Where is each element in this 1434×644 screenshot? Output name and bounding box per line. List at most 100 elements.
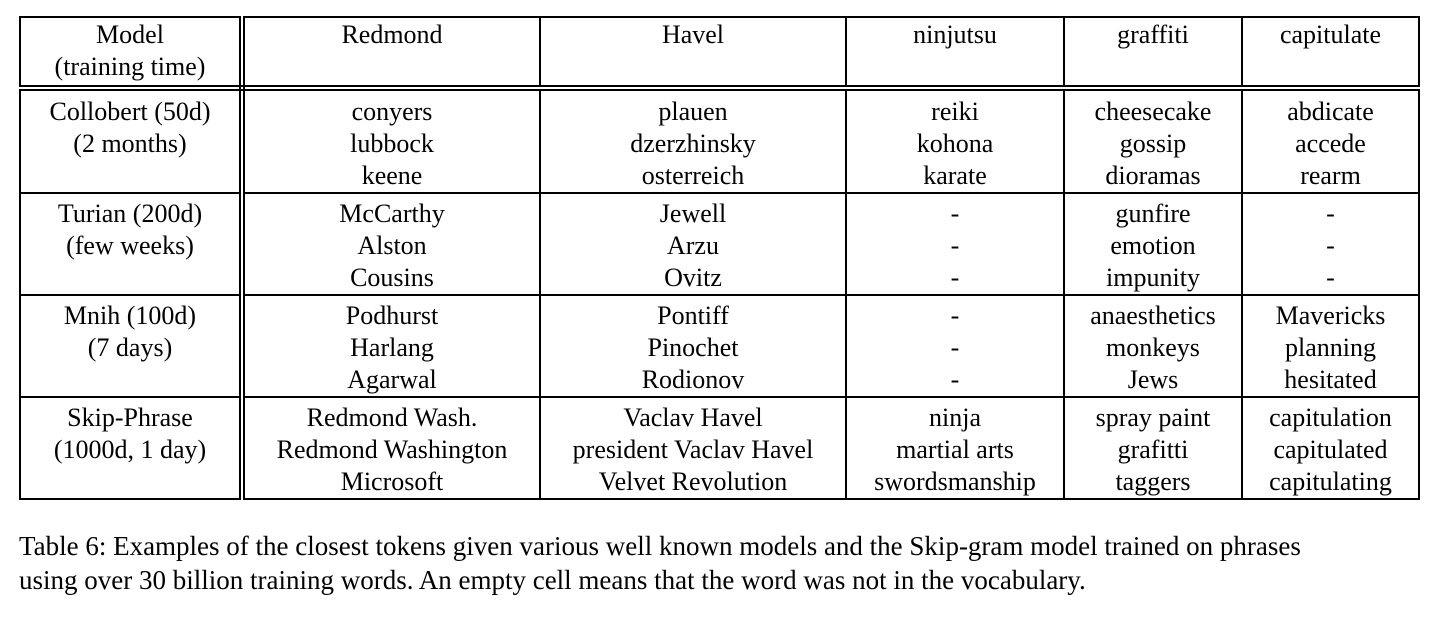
table-row: Skip-Phrase (1000d, 1 day) Redmond Wash. Re… bbox=[19, 397, 1420, 500]
cell-line: ninja bbox=[929, 403, 981, 432]
cell-line: Rodionov bbox=[641, 365, 745, 394]
cell-line: Alston bbox=[357, 231, 427, 260]
row-3-capitulate-cell: capitulation capitulated capitulating bbox=[1242, 397, 1420, 500]
cell-line: dioramas bbox=[1105, 161, 1201, 190]
row-0-capitulate-cell: abdicate accede rearm bbox=[1242, 88, 1420, 194]
cell-line: Jewell bbox=[659, 199, 727, 228]
cell-line: - bbox=[950, 365, 960, 394]
cell-line: dzerzhinsky bbox=[630, 129, 756, 158]
cell-line: osterreich bbox=[641, 161, 745, 190]
cell-line: Ovitz bbox=[664, 263, 722, 292]
cell-line: (few weeks) bbox=[66, 231, 194, 260]
cell-line: McCarthy bbox=[339, 199, 445, 228]
row-2-graffiti-cell: anaesthetics monkeys Jews bbox=[1064, 295, 1243, 398]
header-capitulate: capitulate bbox=[1242, 16, 1420, 91]
cell-line: Skip-Phrase bbox=[67, 403, 193, 432]
cell-line: cheesecake bbox=[1094, 97, 1212, 126]
cell-line: graffiti bbox=[1117, 20, 1189, 49]
row-3-graffiti-cell: spray paint grafitti taggers bbox=[1064, 397, 1243, 500]
header-model: Model (training time) bbox=[19, 16, 245, 91]
cell-line: gossip bbox=[1119, 129, 1187, 158]
table-caption: Table 6: Examples of the closest tokens … bbox=[19, 531, 1301, 595]
cell-line: keene bbox=[361, 161, 423, 190]
cell-line: - bbox=[1326, 231, 1335, 260]
row-2-havel-cell: Pontiff Pinochet Rodionov bbox=[540, 295, 847, 398]
cell-line: capitulated bbox=[1273, 435, 1388, 464]
cell-line: rearm bbox=[1300, 161, 1361, 190]
cell-line: accede bbox=[1295, 129, 1366, 158]
cell-line: - bbox=[950, 263, 960, 292]
cell-line: - bbox=[950, 333, 960, 362]
cell-line: Harlang bbox=[350, 333, 434, 362]
row-3-model-cell: Skip-Phrase (1000d, 1 day) bbox=[19, 397, 245, 500]
cell-line: (training time) bbox=[54, 52, 206, 81]
row-1-graffiti-cell: gunfire emotion impunity bbox=[1064, 193, 1243, 296]
row-1-havel-cell: Jewell Arzu Ovitz bbox=[540, 193, 847, 296]
cell-line: (7 days) bbox=[87, 333, 173, 362]
cell-line: Pinochet bbox=[647, 333, 739, 362]
cell-line: swordsmanship bbox=[874, 467, 1036, 496]
cell-line: - bbox=[950, 301, 960, 330]
row-1-model-cell: Turian (200d) (few weeks) bbox=[19, 193, 245, 296]
row-1-ninjutsu-cell: - - - bbox=[846, 193, 1065, 296]
row-0-redmond-cell: conyers lubbock keene bbox=[242, 88, 541, 194]
cell-line: Microsoft bbox=[340, 467, 444, 496]
row-2-capitulate-cell: Mavericks planning hesitated bbox=[1242, 295, 1420, 398]
cell-line: conyers bbox=[351, 97, 433, 126]
cell-line: president Vaclav Havel bbox=[572, 435, 814, 464]
cell-line: Havel bbox=[661, 20, 725, 49]
cell-line: capitulating bbox=[1269, 467, 1392, 496]
row-3-redmond-cell: Redmond Wash. Redmond Washington Microsoft bbox=[242, 397, 541, 500]
row-1-capitulate-cell: - - - bbox=[1242, 193, 1420, 296]
cell-line: Agarwal bbox=[347, 365, 437, 394]
row-2-model-cell: Mnih (100d) (7 days) bbox=[19, 295, 245, 398]
cell-line: spray paint bbox=[1095, 403, 1211, 432]
row-2-redmond-cell: Podhurst Harlang Agarwal bbox=[242, 295, 541, 398]
cell-line: emotion bbox=[1110, 231, 1196, 260]
row-2-ninjutsu-cell: - - - bbox=[846, 295, 1065, 398]
row-0-graffiti-cell: cheesecake gossip dioramas bbox=[1064, 88, 1243, 194]
row-3-ninjutsu-cell: ninja martial arts swordsmanship bbox=[846, 397, 1065, 500]
table-row: Turian (200d) (few weeks) McCarthy Alston Co… bbox=[19, 193, 1420, 296]
header-ninjutsu: ninjutsu bbox=[846, 16, 1065, 91]
cell-line: Cousins bbox=[350, 263, 434, 292]
cell-line: planning bbox=[1285, 333, 1376, 362]
cell-line: monkeys bbox=[1106, 333, 1200, 362]
row-0-havel-cell: plauen dzerzhinsky osterreich bbox=[540, 88, 847, 194]
cell-line: Turian (200d) bbox=[57, 199, 203, 228]
table-row: Mnih (100d) (7 days) Podhurst Harlang Agarwa… bbox=[19, 295, 1420, 398]
cell-line: capitulation bbox=[1269, 403, 1392, 432]
cell-line: Redmond bbox=[341, 20, 443, 49]
cell-line: - bbox=[950, 231, 960, 260]
table-row: Collobert (50d) (2 months) conyers lubbock k… bbox=[19, 88, 1420, 194]
closest-tokens-table: Model (training time) Redmond Havel ninjutsu… bbox=[19, 16, 1420, 500]
cell-line: abdicate bbox=[1287, 97, 1374, 126]
row-0-model-cell: Collobert (50d) (2 months) bbox=[19, 88, 245, 194]
cell-line: reiki bbox=[931, 97, 979, 126]
cell-line: grafitti bbox=[1117, 435, 1189, 464]
cell-line: Model bbox=[96, 20, 164, 49]
cell-line: - bbox=[1326, 263, 1335, 292]
cell-line: Redmond Wash. bbox=[306, 403, 478, 432]
cell-line: gunfire bbox=[1115, 199, 1191, 228]
cell-line: martial arts bbox=[896, 435, 1014, 464]
cell-line: ninjutsu bbox=[913, 20, 997, 49]
cell-line: Mavericks bbox=[1275, 301, 1386, 330]
cell-line: - bbox=[1326, 199, 1335, 228]
cell-line: Vaclav Havel bbox=[623, 403, 763, 432]
cell-line: (1000d, 1 day) bbox=[53, 435, 207, 464]
cell-line: capitulate bbox=[1279, 20, 1382, 49]
cell-line: Pontiff bbox=[657, 301, 729, 330]
cell-line: taggers bbox=[1115, 467, 1191, 496]
cell-line: impunity bbox=[1106, 263, 1200, 292]
cell-line: plauen bbox=[658, 97, 728, 126]
header-row: Model (training time) Redmond Havel ninjutsu… bbox=[19, 16, 1420, 91]
cell-line: karate bbox=[923, 161, 987, 190]
cell-line: hesitated bbox=[1284, 365, 1377, 394]
row-3-havel-cell: Vaclav Havel president Vaclav Havel Velvet… bbox=[540, 397, 847, 500]
cell-line: kohona bbox=[916, 129, 994, 158]
header-havel: Havel bbox=[540, 16, 847, 91]
cell-line: (2 months) bbox=[73, 129, 187, 158]
header-redmond: Redmond bbox=[242, 16, 541, 91]
cell-line: lubbock bbox=[350, 129, 434, 158]
